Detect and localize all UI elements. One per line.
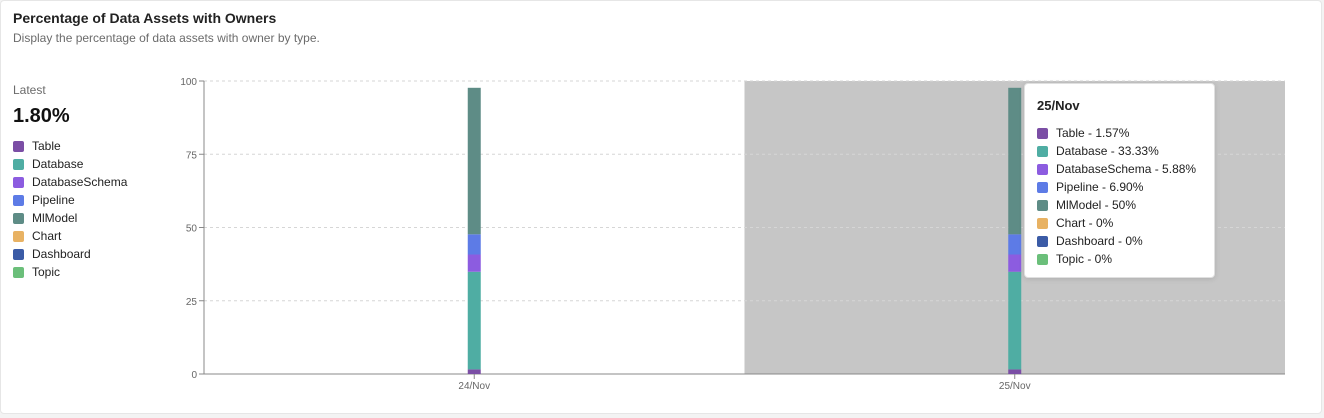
legend-swatch — [13, 212, 24, 224]
legend-item[interactable]: Dashboard — [13, 245, 127, 263]
tooltip-swatch — [1037, 199, 1048, 211]
legend-item[interactable]: Topic — [13, 263, 127, 281]
latest-value: 1.80% — [13, 105, 70, 127]
chart-tooltip: 25/Nov Table - 1.57% Database - 33.33% Dat… — [1024, 83, 1215, 278]
tooltip-swatch — [1037, 145, 1048, 157]
legend-label: DatabaseSchema — [32, 175, 128, 189]
legend-label: Pipeline — [32, 193, 75, 207]
tooltip-item: Table - 1.57% — [1037, 124, 1202, 142]
bar-segment-database — [1008, 271, 1022, 370]
legend-item[interactable]: MlModel — [13, 209, 127, 227]
tooltip-item: Database - 33.33% — [1037, 142, 1202, 160]
tooltip-text: Pipeline - 6.90% — [1056, 180, 1144, 194]
legend-label: MlModel — [32, 211, 78, 225]
tooltip-text: Topic - 0% — [1056, 252, 1113, 266]
tooltip-swatch — [1037, 217, 1048, 229]
legend-label: Dashboard — [32, 247, 91, 261]
y-tick-label: 100 — [180, 77, 197, 88]
bar-segment-database — [467, 271, 481, 370]
legend-label: Database — [32, 157, 84, 171]
tooltip-text: Table - 1.57% — [1056, 126, 1130, 140]
legend-label: Chart — [32, 229, 62, 243]
bar-segment-pipeline — [1008, 234, 1022, 255]
legend-swatch — [13, 158, 24, 170]
legend-swatch — [13, 230, 24, 242]
tooltip-text: Dashboard - 0% — [1056, 234, 1143, 248]
tooltip-text: Chart - 0% — [1056, 216, 1114, 230]
tooltip-title: 25/Nov — [1037, 98, 1080, 113]
tooltip-text: MlModel - 50% — [1056, 198, 1137, 212]
legend-label: Topic — [32, 265, 61, 279]
bar-segment-table — [1008, 369, 1022, 374]
legend-item[interactable]: DatabaseSchema — [13, 173, 127, 191]
legend-swatch — [13, 140, 24, 152]
x-tick-label: 24/Nov — [458, 381, 490, 392]
bar-segment-pipeline — [467, 234, 481, 255]
x-tick-label: 25/Nov — [999, 381, 1031, 392]
card-title: Percentage of Data Assets with Owners — [13, 10, 277, 26]
legend-label: Table — [32, 139, 61, 153]
y-tick-label: 25 — [186, 297, 198, 308]
tooltip-item: Dashboard - 0% — [1037, 232, 1202, 250]
bar-segment-databaseschema — [1008, 254, 1022, 272]
y-tick-label: 75 — [186, 150, 198, 161]
tooltip-swatch — [1037, 163, 1048, 175]
legend-item[interactable]: Table — [13, 137, 127, 155]
bar-segment-table — [467, 369, 481, 374]
bar-segment-mlmodel — [467, 87, 481, 235]
legend-item[interactable]: Database — [13, 155, 127, 173]
y-tick-label: 50 — [186, 224, 198, 235]
legend-item[interactable]: Chart — [13, 227, 127, 245]
tooltip-item: Pipeline - 6.90% — [1037, 178, 1202, 196]
tooltip-swatch — [1037, 181, 1048, 193]
legend-swatch — [13, 248, 24, 260]
y-tick-label: 0 — [191, 370, 197, 381]
tooltip-list: Table - 1.57% Database - 33.33% DatabaseSc… — [1037, 124, 1202, 268]
tooltip-item: DatabaseSchema - 5.88% — [1037, 160, 1202, 178]
latest-label: Latest — [13, 83, 46, 97]
card-subtitle: Display the percentage of data assets wi… — [13, 31, 320, 45]
legend-swatch — [13, 194, 24, 206]
tooltip-item: Topic - 0% — [1037, 250, 1202, 268]
tooltip-swatch — [1037, 235, 1048, 247]
tooltip-swatch — [1037, 127, 1048, 139]
tooltip-item: Chart - 0% — [1037, 214, 1202, 232]
tooltip-text: DatabaseSchema - 5.88% — [1056, 162, 1197, 176]
legend-item[interactable]: Pipeline — [13, 191, 127, 209]
tooltip-item: MlModel - 50% — [1037, 196, 1202, 214]
legend-swatch — [13, 266, 24, 278]
bar-segment-mlmodel — [1008, 87, 1022, 235]
tooltip-swatch — [1037, 253, 1048, 265]
tooltip-text: Database - 33.33% — [1056, 144, 1159, 158]
legend-swatch — [13, 176, 24, 188]
legend: Table Database DatabaseSchema Pipeline MlMod… — [13, 137, 127, 281]
bar-segment-databaseschema — [467, 254, 481, 272]
